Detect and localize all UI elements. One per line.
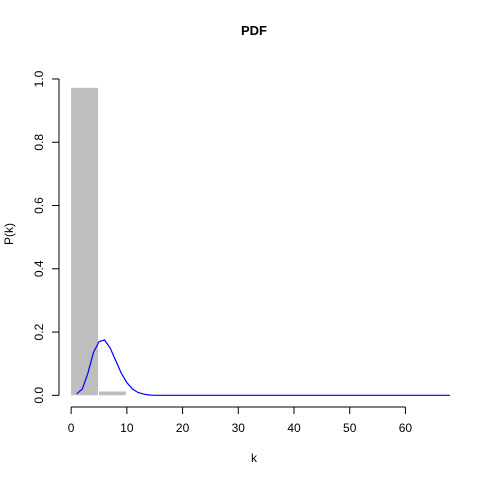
x-tick-label: 40	[287, 421, 301, 435]
histogram-bar	[71, 87, 98, 396]
x-tick-label: 10	[120, 421, 134, 435]
x-tick-label: 30	[232, 421, 246, 435]
histogram-bars	[71, 87, 126, 396]
density-curve	[76, 339, 450, 396]
x-axis: 0 10 20 30 40 50 60	[68, 406, 413, 435]
histogram-bar	[99, 391, 126, 396]
x-axis-label: k	[251, 451, 258, 465]
y-tick-label: 0.0	[32, 387, 46, 404]
y-tick-label: 0.4	[32, 260, 46, 277]
y-tick-label: 1.0	[32, 70, 46, 87]
x-tick-label: 50	[343, 421, 357, 435]
y-axis: 0.0 0.2 0.4 0.6 0.8 1.0	[32, 70, 60, 404]
y-axis-label: P(k)	[2, 223, 16, 245]
x-tick-label: 20	[176, 421, 190, 435]
y-tick-label: 0.8	[32, 134, 46, 151]
y-tick-label: 0.2	[32, 323, 46, 340]
y-tick-label: 0.6	[32, 197, 46, 214]
chart-title: PDF	[241, 23, 267, 38]
x-tick-label: 0	[68, 421, 75, 435]
x-tick-label: 60	[399, 421, 413, 435]
